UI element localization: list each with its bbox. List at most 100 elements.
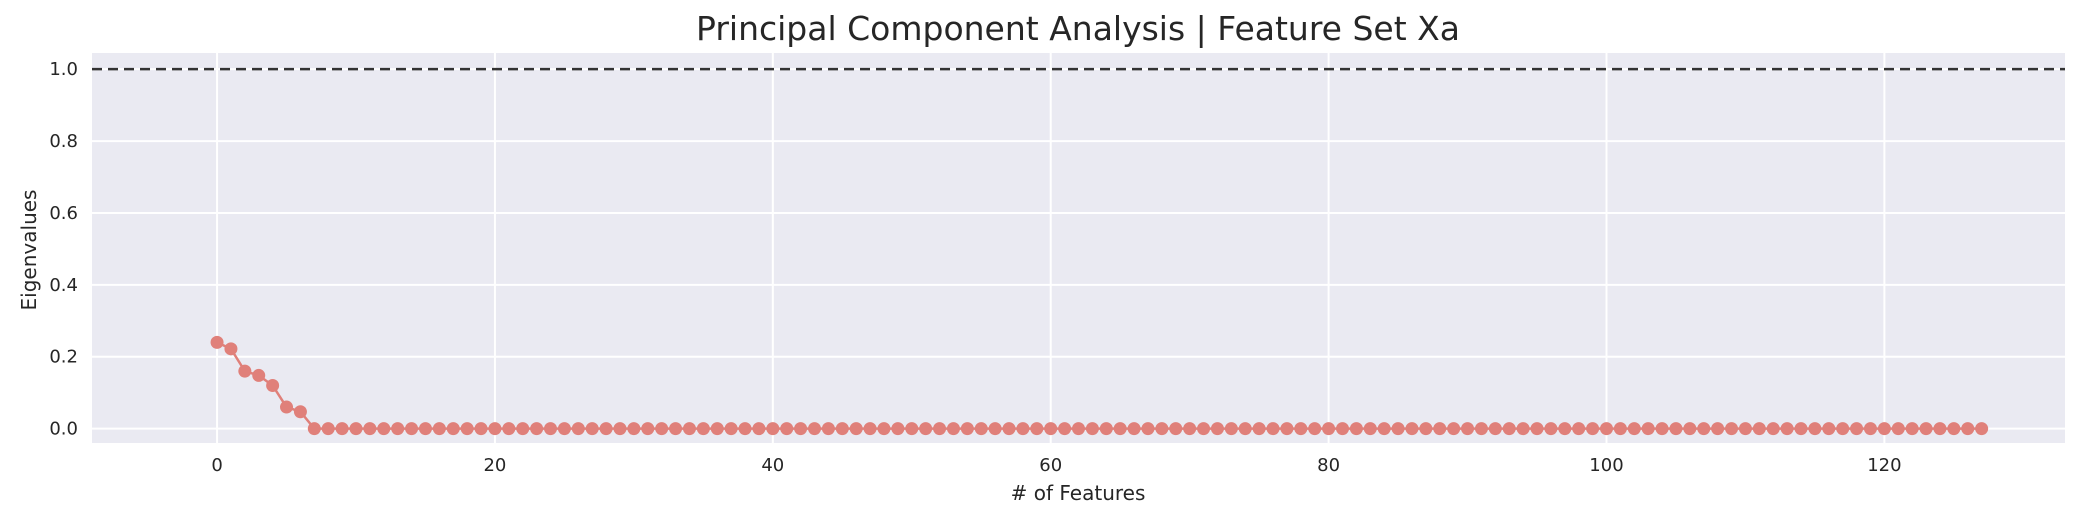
- data-point: [808, 422, 822, 436]
- data-point: [641, 422, 655, 436]
- data-point: [1016, 422, 1030, 436]
- data-point: [1655, 422, 1669, 436]
- data-point: [1808, 422, 1822, 436]
- data-point: [1405, 422, 1419, 436]
- data-point: [293, 405, 307, 419]
- data-point: [627, 422, 641, 436]
- data-point: [1613, 422, 1627, 436]
- x-tick-labels: 0 20 40 60 80 100 120: [211, 455, 1901, 476]
- data-point: [544, 422, 558, 436]
- data-point: [1349, 422, 1363, 436]
- data-point: [1002, 422, 1016, 436]
- data-point: [1905, 422, 1919, 436]
- x-tick-label: 60: [1039, 455, 1062, 476]
- data-point: [1335, 422, 1349, 436]
- data-point: [599, 422, 613, 436]
- data-point: [252, 368, 266, 382]
- data-point: [1697, 422, 1711, 436]
- data-point: [1877, 422, 1891, 436]
- data-point: [821, 422, 835, 436]
- data-point: [1683, 422, 1697, 436]
- data-point: [1433, 422, 1447, 436]
- data-point: [724, 422, 738, 436]
- data-point: [738, 422, 752, 436]
- data-point: [1933, 422, 1947, 436]
- data-point: [1599, 422, 1613, 436]
- data-point: [224, 342, 238, 356]
- data-point: [1794, 422, 1808, 436]
- data-point: [446, 422, 460, 436]
- y-tick-label: 0.2: [49, 347, 78, 368]
- data-point: [1085, 422, 1099, 436]
- data-point: [1947, 422, 1961, 436]
- data-point: [266, 378, 280, 392]
- data-point: [988, 422, 1002, 436]
- data-point: [835, 422, 849, 436]
- data-point: [1377, 422, 1391, 436]
- data-point: [1752, 422, 1766, 436]
- data-point: [794, 422, 808, 436]
- x-axis-label: # of Features: [1011, 481, 1146, 505]
- data-point: [1822, 422, 1836, 436]
- data-point: [1474, 422, 1488, 436]
- data-point: [460, 422, 474, 436]
- data-point: [488, 422, 502, 436]
- data-point: [1669, 422, 1683, 436]
- data-point: [682, 422, 696, 436]
- x-tick-label: 100: [1589, 455, 1623, 476]
- data-point: [1072, 422, 1085, 436]
- data-point: [877, 422, 891, 436]
- data-point: [1238, 422, 1252, 436]
- data-point: [849, 422, 863, 436]
- data-point: [1738, 422, 1752, 436]
- y-axis-label: Eigenvalues: [17, 190, 41, 311]
- data-point: [613, 422, 627, 436]
- data-point: [307, 422, 321, 436]
- x-gridlines: [216, 53, 1886, 443]
- data-point: [1544, 422, 1558, 436]
- data-point: [1113, 422, 1127, 436]
- data-point: [1863, 422, 1877, 436]
- data-point: [780, 422, 794, 436]
- data-point: [349, 422, 363, 436]
- data-point: [391, 422, 405, 436]
- series-group: [210, 335, 1989, 436]
- data-point: [1850, 422, 1864, 436]
- data-point: [1766, 422, 1780, 436]
- data-point: [1030, 422, 1044, 436]
- data-point: [905, 422, 919, 436]
- plot-area: [92, 53, 2065, 443]
- data-point: [571, 422, 585, 436]
- data-point: [974, 422, 988, 436]
- y-tick-label: 0.8: [49, 131, 78, 152]
- data-point: [933, 422, 947, 436]
- data-point: [1294, 422, 1308, 436]
- data-point: [1975, 422, 1989, 436]
- data-point: [502, 422, 516, 436]
- data-point: [919, 422, 933, 436]
- data-point: [1919, 422, 1933, 436]
- data-point: [710, 422, 724, 436]
- data-point: [1836, 422, 1850, 436]
- data-point: [1530, 422, 1544, 436]
- data-point: [377, 422, 391, 436]
- data-point: [1516, 422, 1530, 436]
- data-point: [1280, 422, 1294, 436]
- data-point: [557, 422, 571, 436]
- data-point: [1141, 422, 1155, 436]
- data-point: [752, 422, 766, 436]
- x-tick-label: 0: [211, 455, 222, 476]
- data-point: [766, 422, 780, 436]
- data-point: [210, 335, 224, 349]
- data-point: [1586, 422, 1600, 436]
- data-point: [1572, 422, 1586, 436]
- data-point: [1155, 422, 1169, 436]
- data-point: [321, 422, 335, 436]
- data-point: [280, 400, 294, 414]
- data-point: [585, 422, 599, 436]
- data-point: [1197, 422, 1211, 436]
- data-point: [655, 422, 669, 436]
- data-point: [1252, 422, 1266, 436]
- y-tick-label: 0.0: [49, 419, 78, 440]
